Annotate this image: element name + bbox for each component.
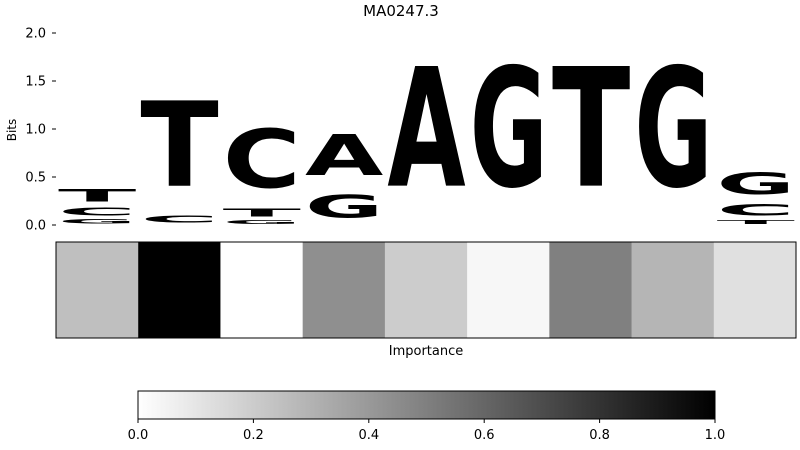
colorbar-ticks: 0.0 0.2 0.4 0.6 0.8 1.0: [128, 419, 726, 443]
logo-letter-t: T: [717, 219, 795, 225]
logo-position: GA: [305, 124, 383, 225]
heatmap-cell: [549, 242, 633, 338]
logo-letter-g: G: [634, 33, 712, 225]
logo-letter-c: C: [140, 214, 218, 225]
heatmap-cell: [467, 242, 550, 338]
y-tick-label: 2.0: [25, 27, 46, 42]
logo-position: A: [387, 34, 465, 225]
logo-letter-t: T: [140, 79, 218, 214]
logo-position: TCG: [717, 166, 795, 225]
logo-position: GTC: [223, 113, 302, 225]
logo-position: GCT: [58, 186, 136, 225]
logo-position: CT: [140, 79, 218, 225]
logo-letter-g: G: [305, 189, 383, 225]
colorbar-tick-label: 0.4: [358, 428, 379, 443]
colorbar: [137, 390, 716, 420]
heatmap-cell: [713, 242, 797, 338]
colorbar-tick-label: 0.2: [243, 428, 264, 443]
logo-letter-t: T: [552, 35, 630, 225]
heatmap-cell: [138, 242, 221, 338]
colorbar-tick-label: 0.8: [589, 428, 610, 443]
logo-letter-g: G: [717, 166, 795, 201]
heatmap-cell: [220, 242, 304, 338]
logo-letter-t: T: [58, 186, 136, 206]
logo-letter-c: C: [58, 206, 136, 218]
heatmap-cell: [56, 242, 139, 338]
logo-letter-t: T: [223, 207, 302, 219]
y-tick-label: 1.5: [25, 75, 46, 90]
y-axis-label: Bits: [5, 119, 19, 142]
y-tick-label: 0.5: [25, 171, 46, 186]
logo-letter-a: A: [387, 34, 465, 225]
heatmap-x-label: Importance: [389, 344, 464, 359]
logo-position: G: [470, 33, 548, 225]
logo-letter-a: A: [305, 124, 383, 189]
logo-position: T: [552, 35, 630, 225]
heatmap-cell: [631, 242, 715, 338]
importance-heatmap: [56, 242, 797, 338]
heatmap-frame: [55, 241, 797, 339]
logo-letter-g: G: [58, 218, 136, 225]
chart-title: MA0247.3: [363, 2, 439, 20]
logo-letter-g: G: [223, 219, 301, 225]
logo-letter-g: G: [470, 33, 548, 225]
y-tick-label: 0.0: [25, 219, 46, 234]
y-tick-label: 1.0: [25, 123, 46, 138]
y-axis: 0.0 0.5 1.0 1.5 2.0: [25, 27, 56, 234]
colorbar-tick-label: 0.0: [128, 428, 149, 443]
heatmap-cell: [302, 242, 386, 338]
logo-letter-c: C: [223, 113, 301, 207]
logo-position: G: [634, 33, 712, 225]
colorbar-tick-label: 1.0: [705, 428, 726, 443]
colorbar-tick-label: 0.6: [474, 428, 495, 443]
heatmap-cell: [384, 242, 468, 338]
logo-letter-c: C: [717, 201, 795, 219]
